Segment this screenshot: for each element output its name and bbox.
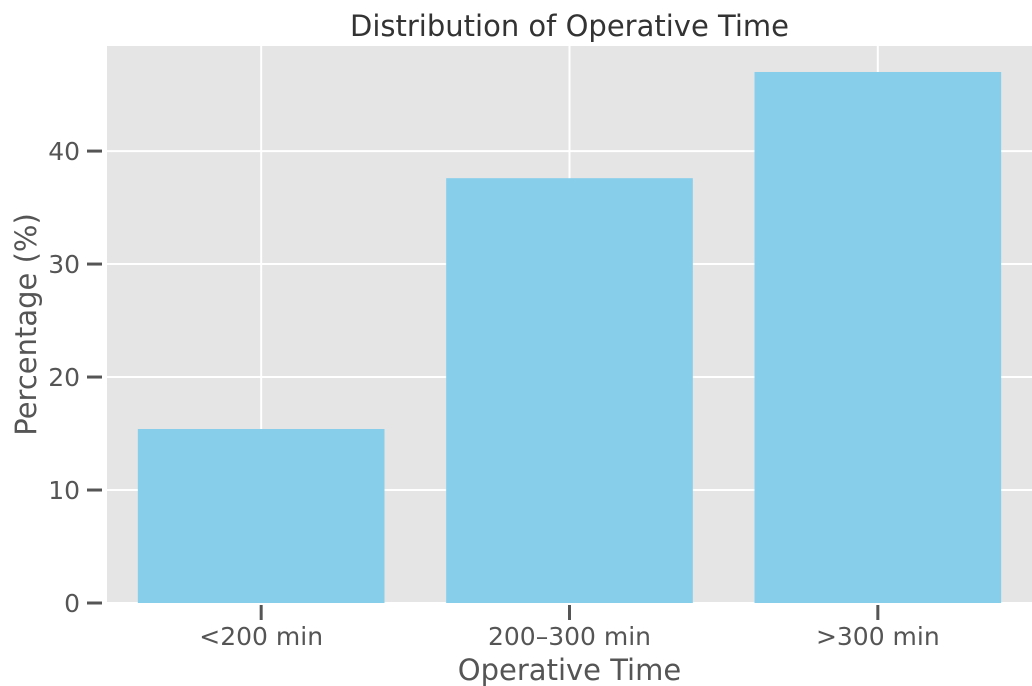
x-axis-label: Operative Time [458,653,681,686]
bars [137,71,1002,604]
bar [754,71,1002,604]
y-tick-label: 30 [48,250,80,279]
chart-title: Distribution of Operative Time [350,9,789,43]
y-axis-label: Percentage (%) [9,213,43,436]
y-tick-label: 40 [48,137,80,166]
bar [137,429,385,603]
y-tick-label: 20 [48,363,80,392]
x-tick-label: <200 min [199,622,323,651]
x-tick-label: >300 min [816,622,940,651]
bar [446,178,693,603]
y-tick-label: 10 [48,476,80,505]
x-tick-label: 200–300 min [488,622,651,651]
y-tick-label: 0 [64,589,80,618]
axis-ticks: 0 10 20 30 40 <200 min 200–300 min >300 min [48,137,940,651]
